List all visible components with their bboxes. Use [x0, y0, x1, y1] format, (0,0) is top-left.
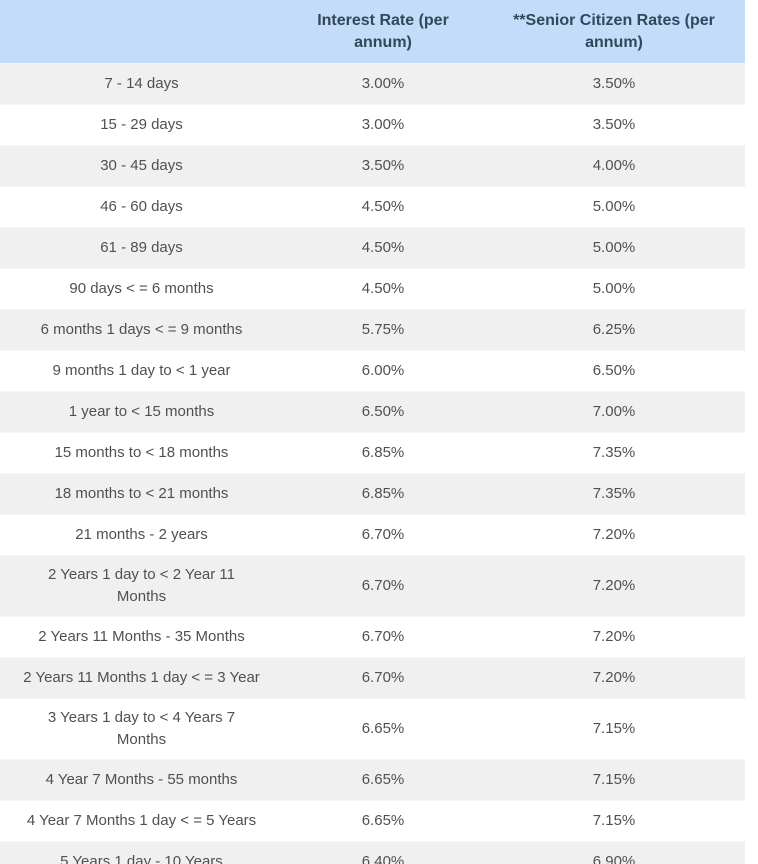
senior-rate-cell: 7.20% — [592, 526, 636, 543]
table-row: 2 Years 11 Months 1 day < = 3 Year 6.70%… — [0, 657, 745, 699]
senior-rate-cell: 7.20% — [592, 669, 636, 686]
tenure-cell: 46 - 60 days — [100, 198, 183, 215]
senior-rate-cell: 7.15% — [592, 812, 636, 829]
senior-rate-cell: 6.25% — [592, 321, 636, 338]
tenure-cell: 61 - 89 days — [100, 239, 183, 256]
table-row: 2 Years 11 Months - 35 Months 6.70% 7.20… — [0, 617, 745, 657]
tenure-cell: 4 Year 7 Months 1 day < = 5 Years — [26, 812, 257, 829]
tenure-cell: 1 year to < 15 months — [68, 403, 215, 420]
tenure-cell: 2 Years 1 day to < 2 Year 11 Months — [48, 566, 235, 605]
table-row: 5 Years 1 day - 10 Years 6.40% 6.90% — [0, 841, 745, 864]
interest-rate-cell: 6.65% — [361, 720, 405, 737]
tenure-cell: 21 months - 2 years — [75, 526, 208, 543]
tenure-cell: 6 months 1 days < = 9 months — [40, 321, 243, 338]
table-row: 3 Years 1 day to < 4 Years 7 Months 6.65… — [0, 699, 745, 759]
interest-rate-cell: 4.50% — [361, 239, 405, 256]
senior-rate-cell: 5.00% — [592, 198, 636, 215]
table-row: 18 months to < 21 months 6.85% 7.35% — [0, 473, 745, 515]
table-row: 9 months 1 day to < 1 year 6.00% 6.50% — [0, 351, 745, 391]
tenure-cell: 4 Year 7 Months - 55 months — [45, 771, 238, 788]
interest-rate-cell: 6.70% — [361, 628, 405, 645]
senior-rate-cell: 7.15% — [592, 720, 636, 737]
senior-rate-cell: 3.50% — [592, 116, 636, 133]
table-row: 2 Years 1 day to < 2 Year 11 Months 6.70… — [0, 555, 745, 617]
tenure-cell: 7 - 14 days — [104, 75, 179, 92]
tenure-cell: 15 months to < 18 months — [54, 444, 229, 461]
interest-rate-cell: 6.85% — [361, 444, 405, 461]
table-row: 46 - 60 days 4.50% 5.00% — [0, 187, 745, 227]
interest-rate-cell: 6.65% — [361, 812, 405, 829]
interest-rate-cell: 4.50% — [361, 198, 405, 215]
senior-rate-cell: 7.20% — [592, 577, 636, 594]
interest-rate-cell: 6.70% — [361, 526, 405, 543]
senior-rate-cell: 5.00% — [592, 280, 636, 297]
table-body: 7 - 14 days 3.00% 3.50% 15 - 29 days 3.0… — [0, 63, 745, 864]
tenure-cell: 30 - 45 days — [100, 157, 183, 174]
table-row: 61 - 89 days 4.50% 5.00% — [0, 227, 745, 269]
senior-rate-cell: 5.00% — [592, 239, 636, 256]
interest-rate-cell: 3.00% — [361, 75, 405, 92]
tenure-cell: 5 Years 1 day - 10 Years — [60, 853, 223, 864]
senior-rate-cell: 7.00% — [592, 403, 636, 420]
tenure-cell: 3 Years 1 day to < 4 Years 7 Months — [47, 709, 236, 748]
tenure-cell: 18 months to < 21 months — [54, 485, 229, 502]
senior-rate-cell: 6.50% — [592, 362, 636, 379]
interest-rate-cell: 4.50% — [361, 280, 405, 297]
senior-rate-cell: 3.50% — [592, 75, 636, 92]
interest-rate-cell: 6.70% — [361, 669, 405, 686]
interest-rate-cell: 5.75% — [361, 321, 405, 338]
interest-rate-cell: 6.65% — [361, 771, 405, 788]
tenure-cell: 2 Years 11 Months 1 day < = 3 Year — [23, 669, 260, 686]
senior-rate-cell: 7.15% — [592, 771, 636, 788]
interest-rate-cell: 6.85% — [361, 485, 405, 502]
senior-rate-cell: 7.35% — [592, 444, 636, 461]
tenure-cell: 2 Years 11 Months - 35 Months — [38, 628, 245, 645]
interest-rate-cell: 6.40% — [361, 853, 405, 864]
tenure-cell: 15 - 29 days — [100, 116, 183, 133]
table-row: 15 - 29 days 3.00% 3.50% — [0, 105, 745, 145]
table-row: 4 Year 7 Months - 55 months 6.65% 7.15% — [0, 759, 745, 801]
table-row: 15 months to < 18 months 6.85% 7.35% — [0, 433, 745, 473]
senior-citizen-rate-column-header: **Senior Citizen Rates (per annum) — [513, 11, 715, 51]
table-row: 1 year to < 15 months 6.50% 7.00% — [0, 391, 745, 433]
tenure-cell: 90 days < = 6 months — [69, 280, 214, 297]
tenure-column-header — [0, 0, 283, 63]
interest-rate-cell: 6.50% — [361, 403, 405, 420]
table-row: 6 months 1 days < = 9 months 5.75% 6.25% — [0, 309, 745, 351]
interest-rate-cell: 6.70% — [361, 577, 405, 594]
table-row: 90 days < = 6 months 4.50% 5.00% — [0, 269, 745, 309]
table-row: 21 months - 2 years 6.70% 7.20% — [0, 515, 745, 555]
table-row: 7 - 14 days 3.00% 3.50% — [0, 63, 745, 105]
senior-rate-cell: 4.00% — [592, 157, 636, 174]
table-row: 4 Year 7 Months 1 day < = 5 Years 6.65% … — [0, 801, 745, 841]
senior-rate-cell: 7.20% — [592, 628, 636, 645]
interest-rate-cell: 3.50% — [361, 157, 405, 174]
tenure-cell: 9 months 1 day to < 1 year — [52, 362, 231, 379]
table-row: 30 - 45 days 3.50% 4.00% — [0, 145, 745, 187]
senior-rate-cell: 7.35% — [592, 485, 636, 502]
table-header-row: Interest Rate (per annum) **Senior Citiz… — [0, 0, 745, 63]
interest-rate-cell: 6.00% — [361, 362, 405, 379]
senior-rate-cell: 6.90% — [592, 853, 636, 864]
interest-rate-column-header: Interest Rate (per annum) — [317, 11, 449, 51]
interest-rate-cell: 3.00% — [361, 116, 405, 133]
